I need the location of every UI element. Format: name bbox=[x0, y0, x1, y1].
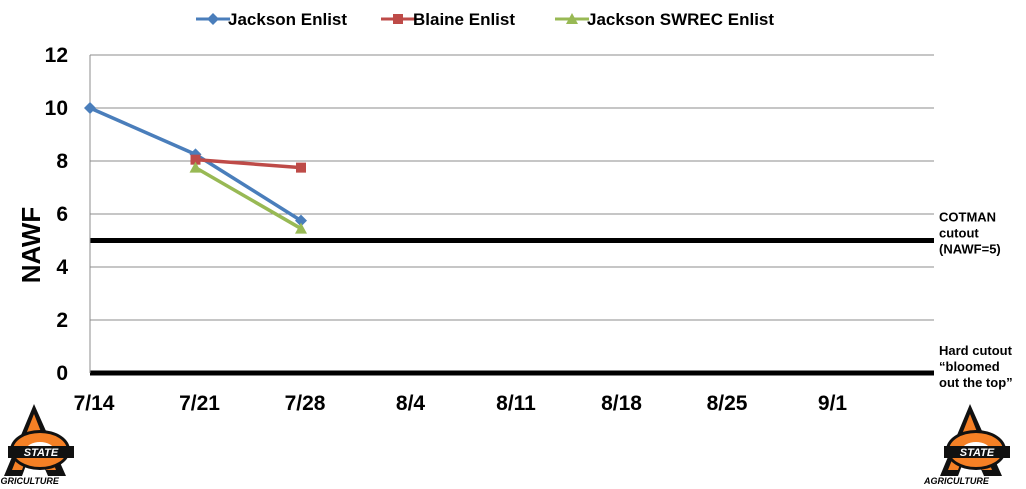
data-point bbox=[393, 14, 403, 24]
reference-lines bbox=[90, 238, 934, 376]
data-point bbox=[295, 222, 307, 234]
osu-agriculture-logo-right: STATE AGRICULTURE bbox=[924, 400, 1020, 486]
data-point bbox=[207, 13, 219, 25]
series-line bbox=[195, 157, 302, 170]
osu-agriculture-logo-left: STATE AGRICULTURE bbox=[0, 400, 84, 486]
data-point bbox=[84, 102, 96, 114]
y-tick-label: 0 bbox=[56, 362, 68, 385]
svg-text:STATE: STATE bbox=[960, 447, 995, 459]
reference-label: cutout bbox=[939, 226, 979, 241]
reference-label: Hard cutout bbox=[939, 343, 1013, 358]
legend-item: Blaine Enlist bbox=[381, 10, 515, 29]
reference-label: (NAWF=5) bbox=[939, 242, 1001, 257]
reference-label: “bloomed bbox=[939, 359, 1000, 374]
legend-label: Blaine Enlist bbox=[413, 10, 515, 29]
series-blaine-enlist bbox=[190, 154, 306, 173]
series-jackson-swrec-enlist bbox=[189, 161, 307, 234]
x-tick-label: 7/28 bbox=[285, 392, 326, 415]
series-group bbox=[84, 102, 307, 234]
data-point bbox=[190, 154, 201, 165]
reference-label: out the top” bbox=[939, 375, 1013, 390]
x-tick-label: 7/14 bbox=[74, 392, 115, 415]
y-tick-label: 10 bbox=[45, 97, 68, 120]
y-tick-label: 4 bbox=[56, 256, 68, 279]
y-tick-label: 6 bbox=[56, 203, 68, 226]
logo-text: AGRICULTURE bbox=[924, 476, 989, 486]
chart-axes: 0 2 4 6 8 10 12 7/14 7/21 7/28 8/4 8/11 8/18 8/25 9/1 bbox=[45, 44, 848, 415]
series-jackson-enlist bbox=[84, 102, 307, 227]
data-point bbox=[189, 161, 202, 173]
chart-legend: Jackson Enlist Blaine Enlist Jackson SWREC… bbox=[196, 10, 774, 29]
osu-logo-icon: STATE bbox=[4, 404, 74, 476]
legend-label: Jackson Enlist bbox=[228, 10, 347, 29]
logo-text: AGRICULTURE bbox=[0, 476, 59, 486]
x-tick-label: 8/25 bbox=[707, 392, 748, 415]
series-line bbox=[194, 166, 302, 231]
y-axis-label: NAWF bbox=[16, 207, 46, 284]
x-tick-label: 7/21 bbox=[179, 392, 220, 415]
x-tick-label: 8/18 bbox=[601, 392, 642, 415]
x-tick-label: 8/4 bbox=[396, 392, 426, 415]
svg-text:STATE: STATE bbox=[24, 447, 59, 459]
legend-label: Jackson SWREC Enlist bbox=[587, 10, 774, 29]
grid-lines bbox=[90, 54, 934, 321]
data-point bbox=[295, 214, 307, 227]
legend-item: Jackson Enlist bbox=[196, 10, 347, 29]
data-point bbox=[566, 13, 578, 24]
x-tick-label: 8/11 bbox=[496, 392, 536, 415]
reference-label: COTMAN bbox=[939, 210, 996, 225]
legend-item: Jackson SWREC Enlist bbox=[555, 10, 774, 29]
y-tick-label: 8 bbox=[56, 150, 68, 173]
y-tick-label: 2 bbox=[56, 309, 68, 332]
y-tick-label: 12 bbox=[45, 44, 68, 67]
osu-logo-icon: STATE bbox=[940, 404, 1010, 476]
x-tick-label: 9/1 bbox=[818, 392, 848, 415]
data-point bbox=[296, 162, 306, 173]
